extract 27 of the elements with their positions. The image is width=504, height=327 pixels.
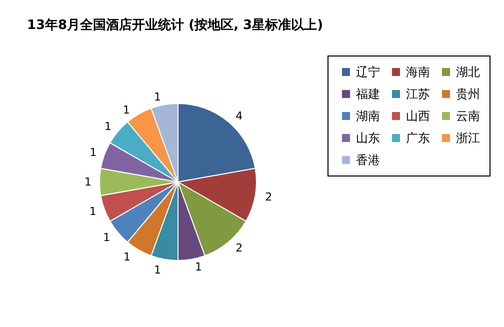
- legend-label: 贵州: [456, 87, 480, 101]
- legend-label: 江苏: [406, 87, 430, 101]
- data-label: 1: [89, 205, 96, 218]
- legend-label: 福建: [356, 87, 380, 101]
- legend-label: 山东: [356, 131, 380, 145]
- data-label: 1: [195, 260, 202, 274]
- data-label: 4: [236, 109, 243, 122]
- chart-title: 13年8月全国酒店开业统计 (按地区, 3星标准以上): [26, 17, 324, 33]
- data-label: 2: [236, 242, 243, 255]
- data-label: 1: [90, 146, 97, 159]
- legend-label: 辽宁: [356, 65, 380, 79]
- legend-label: 云南: [456, 109, 480, 123]
- data-label: 1: [154, 90, 161, 104]
- data-label: 1: [103, 231, 110, 244]
- data-label: 1: [104, 120, 112, 133]
- legend-label: 湖北: [456, 65, 480, 79]
- data-label: 1: [122, 103, 130, 116]
- legend-label: 香港: [356, 153, 380, 167]
- data-label: 2: [265, 190, 272, 204]
- legend-label: 湖南: [356, 109, 380, 123]
- legend-label: 浙江: [456, 131, 480, 145]
- legend-label: 海南: [406, 65, 430, 79]
- legend-label: 山西: [406, 109, 430, 123]
- data-label: 1: [84, 176, 92, 188]
- data-label: 1: [154, 263, 161, 276]
- legend-label: 广东: [406, 131, 430, 145]
- data-label: 1: [123, 250, 130, 264]
